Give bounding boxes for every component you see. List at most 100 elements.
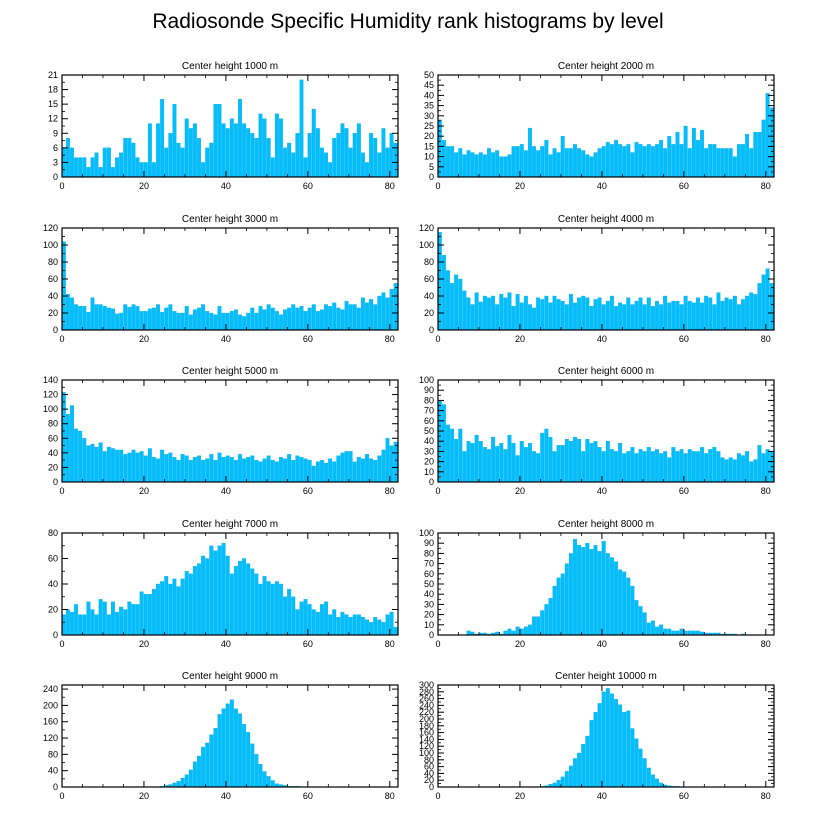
histogram-bar — [683, 125, 688, 178]
histogram-bar — [287, 588, 292, 636]
histogram-bar — [638, 449, 643, 483]
histogram-bar — [86, 601, 91, 636]
histogram-bar — [389, 289, 394, 331]
y-tick-label: 100 — [43, 240, 58, 250]
histogram-bar — [642, 146, 647, 178]
histogram-bar — [712, 304, 717, 331]
histogram-bar — [745, 295, 750, 331]
histogram-bar — [577, 148, 582, 178]
y-tick-label: 20 — [48, 462, 58, 472]
histogram-bar — [757, 131, 762, 178]
histogram-bar — [691, 127, 696, 178]
histogram-bar — [229, 699, 234, 788]
histogram-bar — [732, 156, 737, 178]
histogram-bar — [622, 712, 627, 788]
y-tick-label: 60 — [424, 416, 434, 426]
histogram-bar — [630, 152, 635, 178]
histogram-bar — [683, 630, 688, 636]
histogram-bar — [377, 455, 382, 483]
histogram-bar — [523, 626, 528, 636]
histogram-bar — [98, 304, 103, 331]
histogram-bar — [540, 146, 545, 178]
histogram-bar — [450, 146, 455, 178]
histogram-bar — [503, 449, 508, 483]
histogram-bar — [151, 307, 156, 331]
histogram-bar — [176, 142, 181, 178]
histogram-bar — [340, 123, 345, 178]
histogram-bar — [180, 777, 185, 788]
histogram-bar — [139, 311, 144, 331]
histogram-bar — [507, 154, 512, 178]
histogram-bar — [98, 442, 103, 483]
x-tick-label: 20 — [139, 181, 149, 191]
histogram-bar — [482, 154, 487, 178]
histogram-bar — [515, 455, 520, 483]
histogram-bar — [708, 297, 713, 331]
histogram-bar — [585, 543, 590, 636]
histogram-bar — [332, 137, 337, 178]
y-tick-label: 15 — [48, 99, 58, 109]
histogram-bar — [188, 459, 193, 483]
histogram-bar — [675, 131, 680, 178]
histogram-bar — [160, 99, 165, 178]
histogram-bar — [377, 152, 382, 178]
histogram-bar — [270, 583, 275, 636]
histogram-bar — [650, 451, 655, 483]
histogram-bar — [102, 601, 107, 636]
histogram-bar — [679, 304, 684, 331]
y-tick-label: 240 — [419, 700, 434, 710]
y-tick-label: 0 — [53, 325, 58, 335]
histogram-bar — [560, 573, 565, 636]
histogram-bar — [250, 743, 255, 788]
histogram-bar — [324, 304, 328, 331]
histogram-bar — [287, 142, 292, 178]
x-tick-label: 80 — [385, 334, 395, 344]
histogram-bar — [478, 441, 483, 483]
histogram-bar — [671, 630, 676, 636]
histogram-bar — [536, 616, 541, 636]
histogram-bar — [482, 295, 487, 331]
histogram-bar — [589, 549, 594, 636]
histogram-bar — [254, 312, 259, 331]
histogram-bar — [111, 601, 115, 636]
y-tick-label: 12 — [48, 114, 58, 124]
figure-title: Radiosonde Specific Humidity rank histog… — [152, 10, 663, 33]
histogram-bar — [229, 573, 234, 636]
histogram-bar — [385, 147, 390, 178]
histogram-bar — [568, 553, 573, 636]
histogram-bar — [519, 628, 524, 636]
histogram-bar — [111, 448, 115, 483]
panel-6: Center height 6000 m0 20 40 60 8001020304050… — [419, 366, 775, 496]
histogram-bar — [172, 311, 177, 331]
histogram-bar — [143, 594, 148, 636]
histogram-bar — [381, 449, 386, 483]
x-tick-label: 80 — [761, 639, 771, 649]
y-tick-label: 20 — [424, 775, 434, 785]
histogram-bar — [593, 712, 598, 788]
panel-title: Center height 5000 m — [182, 366, 278, 377]
histogram-bar — [593, 152, 598, 178]
histogram-bar — [687, 630, 692, 636]
histogram-bar — [319, 309, 324, 331]
histogram-bar — [597, 297, 602, 331]
histogram-bar — [585, 154, 590, 178]
histogram-bar — [172, 103, 177, 178]
histogram-bar — [605, 300, 610, 331]
histogram-bar — [283, 147, 288, 178]
histogram-bar — [164, 147, 169, 178]
histogram-bar — [659, 624, 664, 636]
histogram-bar — [532, 146, 536, 178]
histogram-bar — [143, 455, 148, 483]
histogram-bar — [360, 617, 365, 636]
histogram-bar — [548, 302, 553, 331]
histogram-bar — [749, 292, 754, 331]
histogram-bar — [340, 611, 345, 636]
histogram-bar — [356, 457, 361, 483]
histogram-bar — [712, 447, 717, 483]
y-tick-label: 40 — [48, 766, 58, 776]
histogram-bar — [168, 133, 173, 178]
histogram-bar — [601, 541, 606, 636]
y-tick-label: 25 — [424, 121, 434, 131]
x-tick-label: 60 — [303, 791, 313, 801]
x-tick-label: 40 — [597, 791, 607, 801]
